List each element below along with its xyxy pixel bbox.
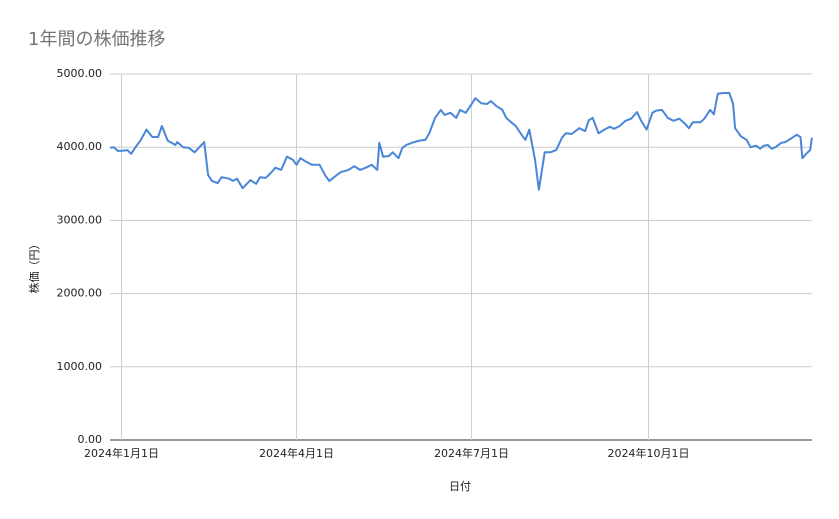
x-axis-label: 日付 [449,480,471,493]
grid [110,73,812,441]
x-tick-label: 2024年10月1日 [608,446,690,460]
line-series [109,92,813,191]
chart-title: 1年間の株価推移 [28,29,165,50]
y-tick-label: 3000.00 [57,213,103,226]
x-tick-label: 2024年4月1日 [259,446,334,460]
y-tick-label: 4000.00 [57,140,103,153]
y-tick-label: 2000.00 [57,287,103,300]
y-tick-label: 5000.00 [57,67,103,80]
y-tick-label: 0.00 [78,433,103,446]
x-tick-label: 2024年1月1日 [84,446,159,460]
y-axis-label: 株価（円） [27,239,41,294]
x-tick-label: 2024年7月1日 [434,446,509,460]
y-tick-label: 1000.00 [57,360,103,373]
